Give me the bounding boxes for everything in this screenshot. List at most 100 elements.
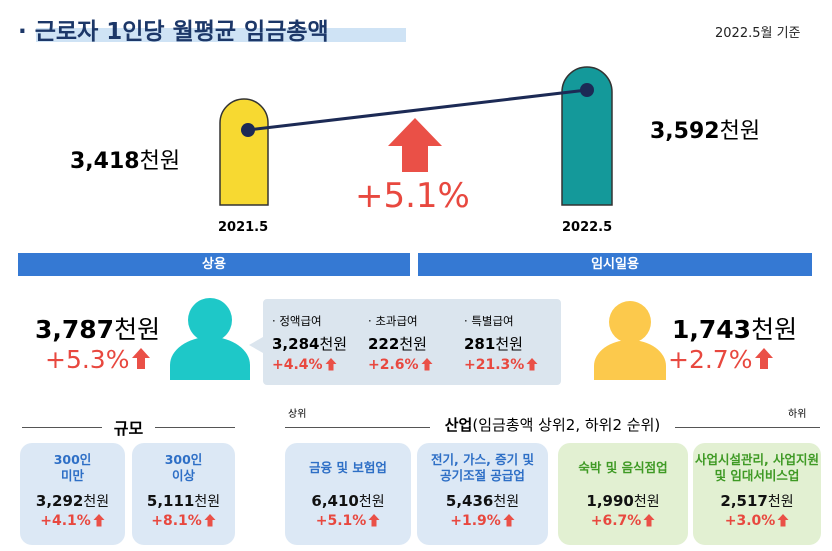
title-text: 근로자 1인당 월평균 임금총액: [34, 19, 329, 45]
change: +3.0%: [724, 513, 776, 529]
up-arrow: [526, 358, 538, 371]
value: 5,436: [445, 492, 494, 510]
up-arrow: [421, 358, 433, 371]
industry-heading: 산업(임금총액 상위2, 하위2 순위): [430, 414, 675, 435]
previous-amount: 3,418천원: [70, 143, 180, 175]
unit: 천원: [719, 119, 761, 144]
unit: 천원: [399, 335, 427, 353]
change: +5.1%: [315, 513, 367, 529]
components: · 정액급여 3,284천원 +4.4% · 초과급여 222천원 +2.6% · …: [272, 313, 562, 373]
rule: [675, 427, 820, 428]
pillar-2021: [219, 98, 269, 206]
change: +4.1%: [40, 513, 91, 529]
change: +2.6%: [368, 357, 419, 373]
up-arrow: [132, 348, 151, 369]
title-highlight: [36, 28, 406, 42]
change: +6.7%: [590, 513, 642, 529]
change: +2.7%: [668, 345, 753, 374]
bottom-label: 하위: [788, 409, 807, 420]
up-arrow: [368, 514, 380, 527]
card: 300인 미만 3,292천원 +4.1%: [20, 443, 125, 545]
current-amount: 3,592천원: [650, 113, 760, 145]
name: 초과급여: [375, 314, 418, 328]
card: 사업시설관리, 사업지원 및 임대서비스업 2,517천원 +3.0%: [693, 443, 821, 545]
change: +4.4%: [272, 357, 323, 373]
up-arrow: [777, 514, 789, 527]
person-icon: [594, 301, 666, 380]
up-arrow: [93, 514, 105, 527]
period: 2022.5: [562, 220, 613, 235]
regular-amount: 3,787천원: [35, 310, 160, 346]
value: 3,292: [35, 492, 84, 510]
change: +8.1%: [151, 513, 202, 529]
unit: 천원: [319, 335, 348, 353]
name: 특별급여: [471, 314, 514, 328]
name: 300인 이상: [164, 452, 203, 483]
name: 300인 미만: [53, 452, 92, 483]
temporary-amount: 1,743천원: [672, 310, 797, 346]
unit: 천원: [633, 494, 660, 510]
unit: 천원: [114, 315, 161, 344]
value: 281: [464, 335, 496, 353]
up-arrow: [204, 514, 216, 527]
overall-change: +5.1%: [355, 176, 470, 216]
card: 숙박 및 음식점업 1,990천원 +6.7%: [558, 443, 688, 545]
trend-line: [247, 88, 588, 132]
rule: [285, 427, 430, 428]
overall-graphic: [219, 66, 613, 206]
unit: 천원: [493, 494, 520, 510]
change: +21.3%: [464, 357, 525, 373]
card: 300인 이상 5,111천원 +8.1%: [132, 443, 235, 545]
change: +1.9%: [450, 513, 501, 529]
industry-subtitle: (임금총액 상위2, 하위2 순위): [472, 416, 661, 434]
unit: 천원: [358, 494, 385, 510]
unit: 천원: [83, 494, 110, 510]
section-bar: 상용: [18, 253, 410, 276]
name: 정액급여: [279, 314, 322, 328]
name: 사업시설관리, 사업지원 및 임대서비스업: [694, 452, 820, 483]
component: · 특별급여 281천원 +21.3%: [464, 313, 560, 373]
title: · 근로자 1인당 월평균 임금총액: [18, 19, 329, 45]
name: 전기, 가스, 증기 및 공기조절 공급업: [430, 452, 535, 483]
card: 금융 및 보험업 6,410천원 +5.1%: [285, 443, 411, 545]
value: 222: [368, 335, 400, 353]
value: 6,410: [311, 492, 359, 510]
component: · 초과급여 222천원 +2.6%: [368, 313, 464, 373]
value: 5,111: [146, 492, 195, 510]
value: 3,284: [272, 335, 320, 353]
dot: [241, 123, 255, 137]
component: · 정액급여 3,284천원 +4.4%: [272, 314, 348, 373]
unit: 천원: [767, 494, 794, 510]
unit: 천원: [194, 494, 221, 510]
value: 3,592: [650, 119, 720, 144]
unit: 천원: [495, 335, 523, 353]
section-bar: 임시일용: [418, 253, 812, 276]
industry-title: 산업: [444, 416, 473, 434]
temporary-change: +2.7%: [668, 345, 774, 374]
regular-change: +5.3%: [45, 345, 151, 374]
dot: [580, 83, 594, 97]
unit: 천원: [139, 149, 181, 174]
value: 3,418: [70, 149, 140, 174]
unit: 천원: [751, 315, 798, 344]
value: 1,743: [672, 315, 752, 344]
name: 숙박 및 음식점업: [578, 460, 668, 475]
up-arrow: [388, 118, 442, 172]
value: 1,990: [586, 492, 634, 510]
change: +5.3%: [45, 345, 130, 374]
value: 3,787: [35, 315, 115, 344]
card: 전기, 가스, 증기 및 공기조절 공급업 5,436천원 +1.9%: [417, 443, 548, 545]
up-arrow: [643, 514, 655, 527]
name: 금융 및 보험업: [309, 460, 387, 475]
pillar-2022: [561, 66, 613, 206]
value: 2,517: [720, 492, 768, 510]
up-arrow: [503, 514, 515, 527]
rule: [155, 427, 235, 428]
up-arrow: [755, 348, 774, 369]
person-icon: [170, 298, 250, 380]
top-label: 상위: [288, 409, 307, 420]
up-arrow: [325, 358, 337, 371]
period: 2021.5: [218, 220, 269, 235]
date-note: 2022.5월 기준: [715, 26, 801, 41]
